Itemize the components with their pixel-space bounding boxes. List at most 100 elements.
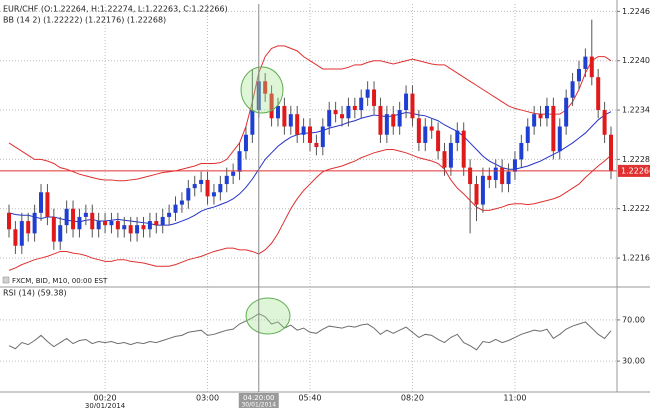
candle-body [269, 93, 274, 119]
candle-body [455, 130, 460, 143]
candle-body [211, 192, 216, 197]
chart-title: EUR/CHF (O:1.22264, H:1.22274, L:1.22263… [3, 5, 228, 14]
candle-body [429, 126, 434, 131]
candle-body [237, 151, 242, 172]
candle-body [576, 68, 581, 82]
candle-body [167, 212, 172, 217]
candle-body [147, 221, 152, 230]
candle-body [404, 93, 409, 111]
candle-body [288, 114, 293, 127]
candle-body [506, 171, 511, 185]
candle-body [384, 114, 389, 135]
candle-body [160, 216, 165, 226]
candle-body [282, 105, 287, 127]
candle-body [122, 225, 127, 230]
candle-body [275, 105, 280, 119]
candle-body [26, 221, 31, 234]
y-tick-label: 1.22220 [622, 204, 650, 213]
y-tick-label: 70.00 [622, 315, 645, 324]
candle-body [359, 97, 364, 111]
candle-body [583, 56, 588, 69]
candle-body [346, 105, 351, 119]
source-icon [2, 276, 10, 284]
candle-body [243, 134, 248, 152]
crosshair-date: 30/01/2014 [241, 402, 276, 408]
candle-body [391, 114, 396, 127]
candle-body [308, 126, 312, 143]
candle-body [487, 175, 492, 180]
candle-body [378, 105, 383, 135]
candle-body [480, 175, 485, 205]
candle-body [83, 212, 88, 217]
candle-body [58, 225, 63, 242]
candle-body [64, 208, 69, 226]
candle-body [90, 212, 95, 230]
candle-body [448, 142, 453, 168]
candle-body [32, 212, 37, 234]
candle-body [205, 179, 210, 197]
candle-body [564, 97, 569, 127]
last-price-box [618, 164, 650, 177]
x-tick-label: 05:40 [298, 394, 321, 403]
crosshair-time: 04:20:00 [243, 394, 274, 402]
candle-body [314, 142, 319, 148]
x-tick-label: 03:00 [196, 394, 219, 403]
candle-body [423, 126, 428, 143]
candle-body [589, 56, 594, 78]
candle-body [295, 114, 300, 135]
candle-body [13, 229, 18, 246]
candle-body [115, 221, 120, 230]
highlight-circle [240, 66, 284, 114]
candle-body [397, 110, 402, 127]
candle-body [596, 77, 601, 111]
candle-body [327, 110, 332, 127]
y-tick-label: 1.22400 [622, 56, 650, 65]
rsi-line [8, 313, 612, 351]
candle-body [128, 225, 133, 234]
candle-body [39, 192, 44, 213]
candle-body [71, 208, 76, 230]
candle-body [493, 167, 498, 180]
source-label: FXCM, BID, M10, 00:00 EST [12, 277, 108, 285]
candle-body [525, 126, 530, 143]
candle-body [372, 89, 377, 106]
candle-body [410, 93, 415, 119]
candle-body [218, 184, 223, 193]
y-tick-label: 1.22340 [622, 106, 650, 115]
candle-body [109, 221, 114, 226]
candle-body [512, 159, 517, 172]
candle-body [186, 188, 191, 201]
candle-body [365, 89, 370, 98]
y-tick-label: 1.22280 [622, 155, 650, 164]
band-line [8, 45, 612, 182]
candle-body [103, 221, 108, 226]
candle-body [436, 130, 441, 152]
candle-body [532, 114, 537, 127]
grid-layer [0, 4, 617, 392]
candle-body [519, 142, 524, 160]
candle-body [570, 81, 575, 98]
candle-body [340, 114, 345, 119]
x-tick-label: 11:00 [503, 394, 526, 403]
candle-body [609, 134, 613, 171]
candle-body [179, 200, 184, 205]
candle-body [135, 225, 140, 234]
band-line [8, 149, 612, 271]
candle-body [551, 105, 556, 152]
candle-body [500, 167, 505, 185]
candle-body [192, 184, 197, 189]
last-price-label: 1.22266 [621, 166, 650, 175]
candle-body [442, 151, 447, 168]
candle-body [263, 81, 268, 94]
candle-body [51, 216, 56, 242]
indicator-label: BB (14 2) (1.22222) (1.22176) (1.22268) [3, 16, 166, 25]
marks-layer [0, 19, 617, 351]
candle-body [320, 126, 325, 148]
candle-body [199, 179, 204, 185]
y-tick-label: 1.22460 [622, 7, 650, 16]
candle-body [461, 130, 466, 168]
candle-body [301, 126, 306, 135]
x-tick-label: 08:20 [401, 394, 424, 403]
